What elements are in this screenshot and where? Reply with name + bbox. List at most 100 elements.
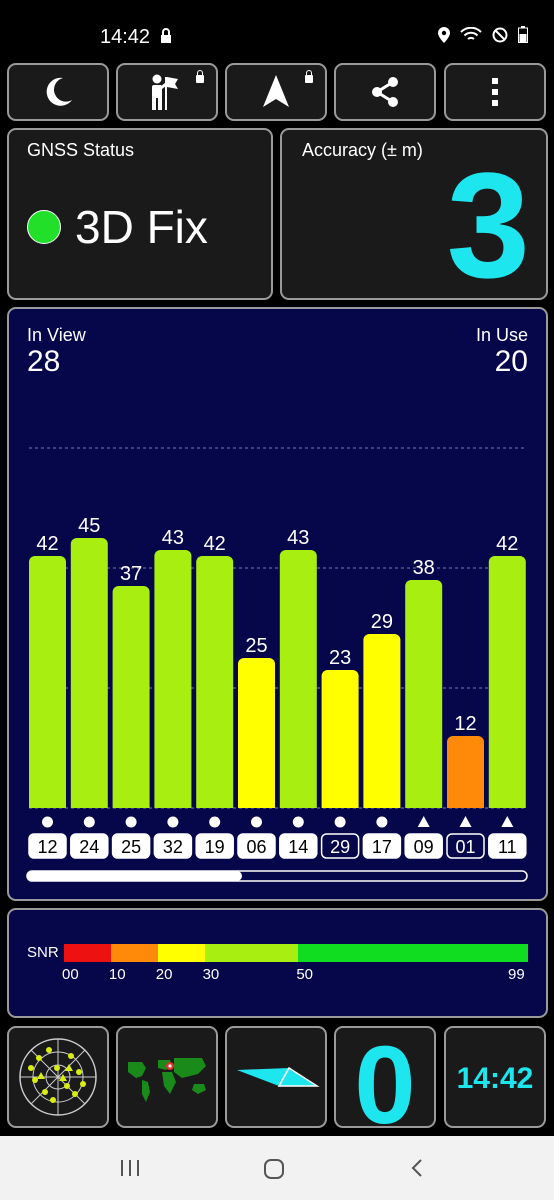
snr-bar-chart: 42 12 45 24 37 25 43 32 42 19 25 06 43 14 23 29 29 17 38 09… (26, 447, 528, 882)
circle-marker-icon (83, 816, 95, 828)
triangle-marker-icon (459, 816, 472, 827)
night-mode-button[interactable] (7, 63, 109, 121)
sky-view-button[interactable] (7, 1026, 109, 1128)
circle-marker-icon (125, 816, 137, 828)
snr-legend-tick: 10 (108, 966, 126, 983)
circle-marker-icon (167, 816, 179, 828)
satellite-id-badge (279, 833, 318, 859)
recent-apps-icon[interactable] (120, 1158, 140, 1178)
satellite-id-badge (153, 833, 193, 859)
circle-marker-icon (292, 816, 304, 828)
signal-bar (29, 556, 66, 808)
accuracy-panel[interactable]: Accuracy (± m) 3 (280, 128, 548, 300)
scroll-thumb[interactable] (27, 871, 242, 881)
satellite-id-badge (28, 833, 67, 859)
satellites-used-button[interactable]: 0 (334, 1026, 436, 1128)
satellite-id-label: 09 (414, 837, 434, 857)
gnss-status-label: GNSS Status (27, 140, 135, 160)
signal-bar (363, 634, 401, 808)
world-map-button[interactable] (116, 1026, 218, 1128)
signal-bar (279, 550, 317, 808)
snr-legend-segment (157, 944, 205, 962)
more-vert-icon (492, 78, 498, 106)
signal-bar (70, 538, 108, 808)
signal-value-label: 37 (120, 563, 142, 585)
system-navigation-bar (0, 1136, 554, 1200)
lock-badge-icon (196, 70, 204, 83)
signal-bar (488, 556, 526, 808)
satellite-id-label: 12 (37, 837, 57, 857)
signal-bar (238, 658, 275, 808)
snr-legend-tick: 20 (155, 966, 173, 983)
in-view-label: In View (27, 325, 86, 345)
signal-bar (154, 550, 192, 808)
navigation-arrow-icon (263, 75, 289, 107)
signal-value-label: 25 (245, 635, 267, 657)
snr-legend-tick: 00 (62, 966, 79, 983)
satellite-id-badge (195, 833, 234, 859)
signal-bar (112, 586, 150, 808)
signal-value-label: 45 (78, 515, 100, 537)
signal-value-label: 43 (162, 527, 184, 549)
circle-marker-icon (42, 816, 53, 828)
satellite-id-badge (237, 833, 276, 859)
compass-needle-icon (237, 1066, 320, 1087)
triangle-marker-icon (501, 816, 514, 827)
satellite-id-badge (404, 833, 443, 859)
more-menu-button[interactable] (444, 63, 546, 121)
signal-value-label: 43 (287, 527, 309, 549)
signal-value-label: 42 (496, 533, 518, 555)
mode-selector-button[interactable] (116, 63, 218, 121)
satellite-id-label: 01 (455, 837, 475, 857)
status-bar: 14:42 (0, 0, 554, 56)
do-not-disturb-icon (492, 27, 508, 42)
signal-strength-panel[interactable]: In View 28 In Use 20 42 12 45 24 37 25 43 32 42 1… (7, 307, 548, 901)
satellite-id-label: 25 (121, 837, 141, 857)
satellite-id-badge (488, 833, 527, 859)
status-time: 14:42 (100, 26, 151, 48)
navigate-button[interactable] (225, 63, 327, 121)
satellite-id-label: 24 (79, 837, 99, 857)
back-icon[interactable] (410, 1158, 424, 1178)
snr-legend-tick: 99 (508, 966, 525, 983)
signal-bar (405, 580, 443, 808)
home-icon[interactable] (263, 1158, 285, 1180)
in-use-label: In Use (475, 325, 528, 345)
share-button[interactable] (334, 63, 436, 121)
in-view-count: 28 (27, 345, 61, 378)
snr-legend-segment (298, 944, 528, 962)
circle-marker-icon (376, 816, 388, 828)
signal-value-label: 42 (36, 533, 58, 555)
fix-status-text: 3D Fix (75, 201, 208, 253)
signal-bar (321, 670, 359, 808)
clock-display: 14:42 (456, 1062, 534, 1095)
snr-legend-segment (64, 944, 111, 962)
accuracy-value: 3 (446, 141, 530, 309)
satellite-id-badge (446, 833, 485, 859)
gnss-status-panel[interactable]: GNSS Status 3D Fix (7, 128, 273, 300)
circle-marker-icon (251, 816, 262, 828)
satellite-id-label: 06 (246, 837, 266, 857)
compass-button[interactable] (225, 1026, 327, 1128)
snr-legend-segment (204, 944, 299, 962)
fix-indicator-icon (27, 210, 61, 244)
in-use-count: 20 (494, 345, 528, 378)
circle-marker-icon (334, 816, 346, 828)
person-flag-icon (152, 74, 178, 110)
triangle-marker-icon (417, 816, 430, 827)
satellites-used-count: 0 (354, 1026, 416, 1128)
signal-value-label: 38 (413, 557, 435, 579)
satellite-id-badge (111, 833, 151, 859)
share-icon (372, 77, 398, 107)
clock-button[interactable]: 14:42 (444, 1026, 546, 1128)
satellite-id-label: 29 (330, 837, 350, 857)
signal-value-label: 23 (329, 647, 351, 669)
signal-value-label: 12 (454, 713, 476, 735)
world-map-icon (128, 1058, 206, 1102)
lock-icon (161, 28, 171, 43)
snr-legend-label: SNR (27, 944, 59, 961)
satellite-id-label: 19 (205, 837, 225, 857)
satellite-id-label: 32 (163, 837, 183, 857)
satellite-id-badge (70, 833, 109, 859)
circle-marker-icon (209, 816, 221, 828)
